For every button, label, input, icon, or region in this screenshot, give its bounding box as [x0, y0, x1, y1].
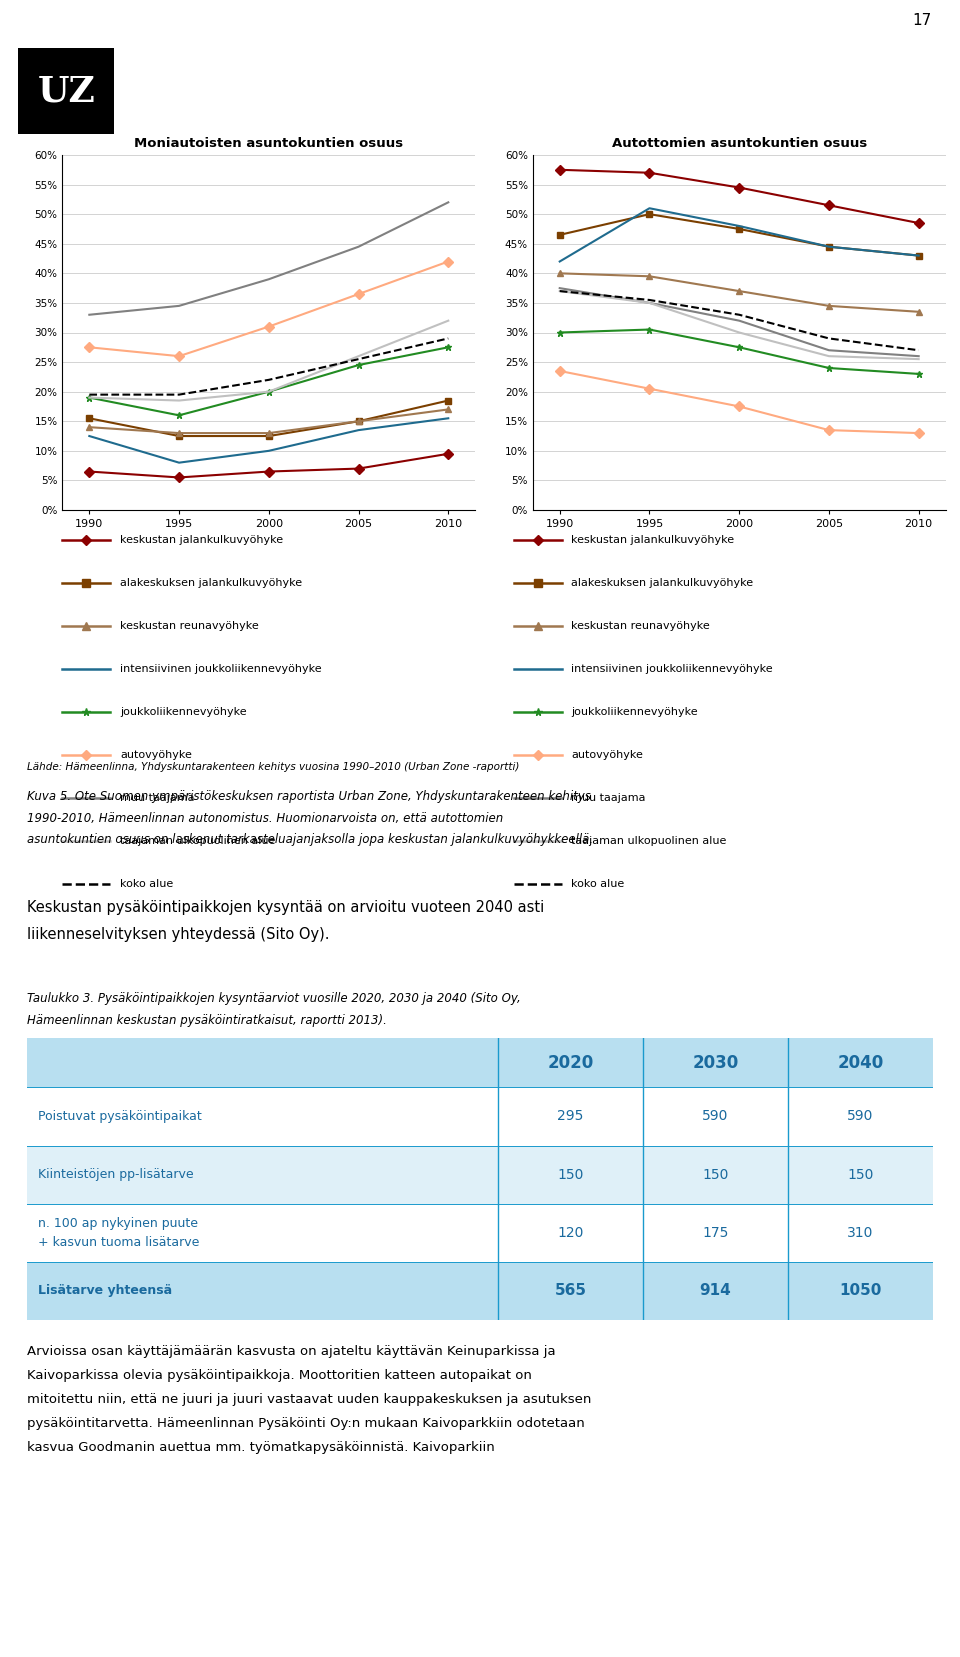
Text: 2020: 2020	[547, 1054, 593, 1072]
Text: taajaman ulkopuolinen alue: taajaman ulkopuolinen alue	[571, 837, 727, 847]
Text: 150: 150	[703, 1168, 729, 1181]
Text: joukkoliikennevyöhyke: joukkoliikennevyöhyke	[120, 708, 247, 717]
Text: alakeskuksen jalankulkuvyöhyke: alakeskuksen jalankulkuvyöhyke	[120, 578, 302, 588]
Text: muu taajama: muu taajama	[120, 794, 195, 804]
Text: taajaman ulkopuolinen alue: taajaman ulkopuolinen alue	[120, 837, 276, 847]
Title: Autottomien asuntokuntien osuus: Autottomien asuntokuntien osuus	[612, 136, 867, 149]
Text: muu taajama: muu taajama	[571, 794, 646, 804]
Text: 1990-2010, Hämeenlinnan autonomistus. Huomionarvoista on, että autottomien: 1990-2010, Hämeenlinnan autonomistus. Hu…	[27, 812, 503, 825]
Text: intensiivinen joukkoliikennevyöhyke: intensiivinen joukkoliikennevyöhyke	[571, 664, 773, 674]
Text: Poistuvat pysäköintipaikat: Poistuvat pysäköintipaikat	[37, 1110, 202, 1123]
Text: keskustan jalankulkuvyöhyke: keskustan jalankulkuvyöhyke	[120, 535, 283, 545]
Text: pysäköintitarvetta. Hämeenlinnan Pysäköinti Oy:n mukaan Kaivoparkkiin odotetaan: pysäköintitarvetta. Hämeenlinnan Pysäköi…	[27, 1417, 585, 1430]
Text: 150: 150	[558, 1168, 584, 1181]
Bar	[27, 1263, 933, 1321]
Text: Kuva 5. Ote Suomen ympäristökeskuksen raportista Urban Zone, Yhdyskuntarakenteen: Kuva 5. Ote Suomen ympäristökeskuksen ra…	[27, 790, 590, 804]
Text: asuntokuntien osuus on laskenut tarkasteluajanjaksolla jopa keskustan jalankulku: asuntokuntien osuus on laskenut tarkaste…	[27, 833, 593, 847]
Text: intensiivinen joukkoliikennevyöhyke: intensiivinen joukkoliikennevyöhyke	[120, 664, 322, 674]
Bar	[27, 1145, 933, 1203]
Bar	[27, 1087, 933, 1145]
Text: autovyöhyke: autovyöhyke	[120, 751, 192, 761]
Bar	[27, 1203, 933, 1263]
Text: keskustan reunavyöhyke: keskustan reunavyöhyke	[571, 621, 710, 631]
Text: Lähde: Hämeenlinna, Yhdyskuntarakenteen kehitys vuosina 1990–2010 (Urban Zone -r: Lähde: Hämeenlinna, Yhdyskuntarakenteen …	[27, 762, 519, 772]
Text: koko alue: koko alue	[120, 880, 173, 890]
Text: 590: 590	[703, 1110, 729, 1123]
Text: 914: 914	[700, 1284, 732, 1299]
Text: alakeskuksen jalankulkuvyöhyke: alakeskuksen jalankulkuvyöhyke	[571, 578, 754, 588]
Text: Kaivoparkissa olevia pysäköintipaikkoja. Moottoritien katteen autopaikat on: Kaivoparkissa olevia pysäköintipaikkoja.…	[27, 1369, 532, 1382]
Text: mitoitettu niin, että ne juuri ja juuri vastaavat uuden kauppakeskuksen ja asutu: mitoitettu niin, että ne juuri ja juuri …	[27, 1394, 591, 1407]
Text: Lisätarve yhteensä: Lisätarve yhteensä	[37, 1284, 172, 1297]
Text: 295: 295	[558, 1110, 584, 1123]
Text: 2040: 2040	[837, 1054, 884, 1072]
Text: 1050: 1050	[839, 1284, 882, 1299]
Text: n. 100 ap nykyinen puute: n. 100 ap nykyinen puute	[37, 1216, 198, 1229]
Text: 17: 17	[912, 13, 931, 28]
Text: Kiinteistöjen pp-lisätarve: Kiinteistöjen pp-lisätarve	[37, 1168, 193, 1181]
Text: keskustan jalankulkuvyöhyke: keskustan jalankulkuvyöhyke	[571, 535, 734, 545]
Text: 120: 120	[558, 1226, 584, 1239]
Text: 565: 565	[555, 1284, 587, 1299]
Text: Hämeenlinnan keskustan pysäköintiratkaisut, raportti 2013).: Hämeenlinnan keskustan pysäköintiratkais…	[27, 1014, 387, 1027]
Text: joukkoliikennevyöhyke: joukkoliikennevyöhyke	[571, 708, 698, 717]
Text: 175: 175	[703, 1226, 729, 1239]
Text: liikenneselvityksen yhteydessä (Sito Oy).: liikenneselvityksen yhteydessä (Sito Oy)…	[27, 926, 329, 941]
Text: koko alue: koko alue	[571, 880, 624, 890]
Text: Arvioissa osan käyttäjämäärän kasvusta on ajateltu käyttävän Keinuparkissa ja: Arvioissa osan käyttäjämäärän kasvusta o…	[27, 1345, 556, 1359]
Text: 2030: 2030	[692, 1054, 739, 1072]
Text: 310: 310	[848, 1226, 874, 1239]
Bar	[27, 1037, 933, 1087]
Title: Moniautoisten asuntokuntien osuus: Moniautoisten asuntokuntien osuus	[134, 136, 403, 149]
Text: UZ: UZ	[37, 75, 95, 108]
Text: Taulukko 3. Pysäköintipaikkojen kysyntäarviot vuosille 2020, 2030 ja 2040 (Sito : Taulukko 3. Pysäköintipaikkojen kysyntäa…	[27, 993, 520, 1006]
Text: autovyöhyke: autovyöhyke	[571, 751, 643, 761]
Text: kasvua Goodmanin auettua mm. työmatkapysäköinnistä. Kaivoparkiin: kasvua Goodmanin auettua mm. työmatkapys…	[27, 1442, 494, 1455]
Text: 150: 150	[848, 1168, 874, 1181]
Text: Keskustan pysäköintipaikkojen kysyntää on arvioitu vuoteen 2040 asti: Keskustan pysäköintipaikkojen kysyntää o…	[27, 900, 544, 915]
Text: + kasvun tuoma lisätarve: + kasvun tuoma lisätarve	[37, 1236, 199, 1249]
Text: 590: 590	[848, 1110, 874, 1123]
Text: keskustan reunavyöhyke: keskustan reunavyöhyke	[120, 621, 259, 631]
